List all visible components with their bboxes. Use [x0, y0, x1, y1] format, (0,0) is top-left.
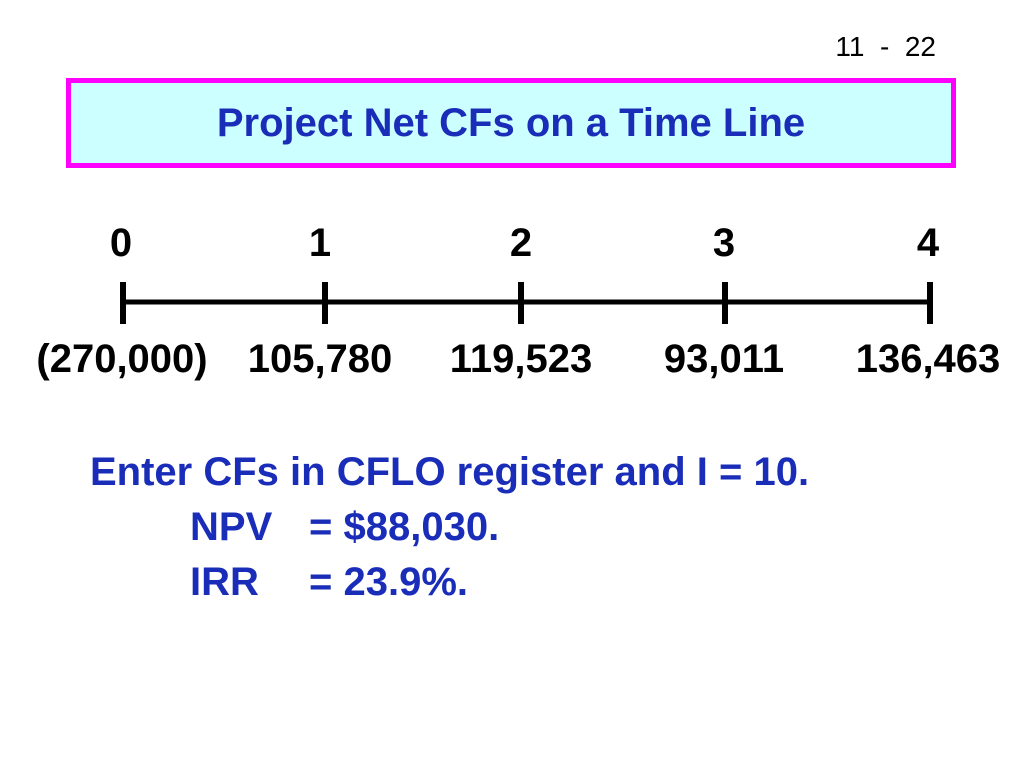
instruction-text: Enter CFs in CFLO register and I = 10.: [90, 450, 810, 494]
npv-label: NPV: [190, 505, 273, 549]
irr-label: IRR: [190, 560, 259, 604]
period-label-2: 2: [509, 221, 533, 265]
slide-number: 11 - 22: [835, 31, 936, 62]
cash-flow-1: 105,780: [247, 337, 393, 381]
period-label-0: 0: [109, 221, 133, 265]
period-label-4: 4: [916, 221, 940, 265]
period-label-1: 1: [308, 221, 332, 265]
title-box: Project Net CFs on a Time Line: [66, 78, 956, 168]
period-label-3: 3: [712, 221, 736, 265]
cash-flow-3: 93,011: [663, 337, 785, 381]
irr-value: = 23.9%.: [309, 560, 469, 604]
slide-title: Project Net CFs on a Time Line: [216, 100, 806, 145]
cash-flow-4: 136,463: [855, 337, 1001, 381]
cash-flow-0: (270,000): [36, 337, 208, 381]
cash-flow-2: 119,523: [449, 337, 593, 381]
npv-value: = $88,030.: [309, 505, 500, 549]
